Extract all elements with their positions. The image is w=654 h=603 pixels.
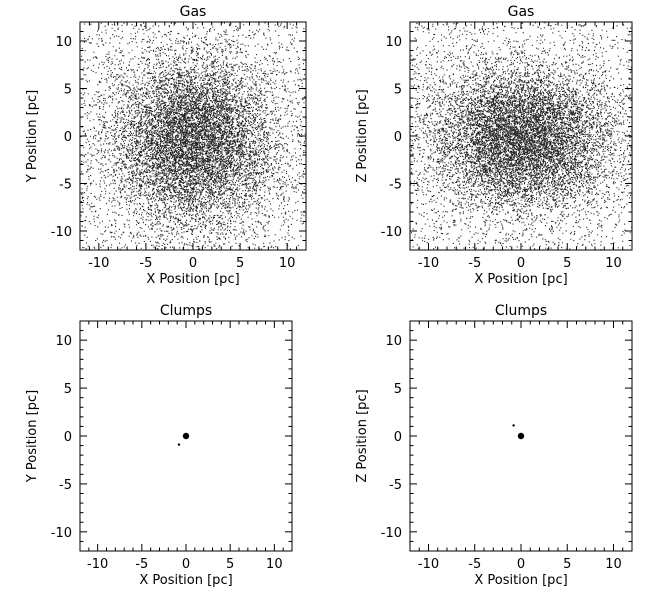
clump-point: [182, 432, 190, 440]
plot-area: [177, 432, 190, 446]
panel-title: Clumps: [160, 303, 212, 319]
y-axis-label: Z Position [pc]: [355, 89, 370, 182]
x-tick-label: -5: [468, 256, 481, 271]
x-axis-label: X Position [pc]: [139, 573, 232, 588]
y-axis-label: Y Position [pc]: [25, 90, 40, 183]
plot-area: [410, 22, 632, 250]
y-tick-label: 0: [64, 130, 72, 145]
y-tick-label: 0: [64, 430, 72, 445]
x-tick-label: 10: [605, 256, 622, 271]
x-tick-label: -5: [135, 557, 148, 572]
x-tick-label: 0: [517, 256, 525, 271]
clump-point: [512, 424, 515, 427]
x-tick-label: -5: [468, 557, 481, 572]
y-tick-label: 0: [394, 430, 402, 445]
x-tick-label: -10: [418, 557, 439, 572]
clump-point: [517, 432, 525, 440]
y-tick-label: -5: [389, 478, 402, 493]
gas-particles: [80, 22, 306, 250]
x-axis-label: X Position [pc]: [146, 272, 239, 287]
y-tick-label: -5: [59, 178, 72, 193]
y-tick-label: 5: [394, 382, 402, 397]
y-tick-label: 10: [55, 334, 72, 349]
y-tick-label: -10: [51, 225, 72, 240]
y-tick-label: 5: [394, 83, 402, 98]
gas-particles: [410, 22, 632, 250]
plot-area: [80, 22, 306, 250]
panel-title: Gas: [508, 4, 535, 20]
x-tick-label: 0: [189, 256, 197, 271]
clump-point: [177, 443, 181, 446]
x-tick-label: 5: [236, 256, 244, 271]
panel-4: -10 -5 0 5 10 -10 -5 0 5 10 Clumps X Position [pc] Z…: [355, 303, 633, 588]
x-tick-label: 5: [563, 557, 571, 572]
x-tick-label: 10: [279, 256, 296, 271]
plot-area: [512, 424, 525, 440]
y-tick-label: 5: [64, 83, 72, 98]
x-tick-label: -5: [139, 256, 152, 271]
y-axis-label: Y Position [pc]: [25, 390, 40, 483]
y-tick-label: -10: [51, 526, 72, 541]
panel-title: Clumps: [495, 303, 547, 319]
x-tick-label: 0: [517, 557, 525, 572]
panel-3: -10 -5 0 5 10 -10 -5 0 5 10 Clumps X Position [pc] Y…: [25, 303, 293, 588]
y-tick-label: 10: [55, 35, 72, 50]
x-tick-label: -10: [418, 256, 439, 271]
x-tick-label: 10: [266, 557, 283, 572]
x-tick-label: 5: [226, 557, 234, 572]
panel-2: -10 -5 0 5 10 -10 -5 0 5 10 Gas X Position [pc] Z Po…: [355, 4, 633, 287]
y-tick-label: 10: [385, 35, 402, 50]
x-tick-label: 10: [605, 557, 622, 572]
x-axis-label: X Position [pc]: [474, 272, 567, 287]
y-tick-label: -5: [59, 478, 72, 493]
y-tick-label: -10: [381, 526, 402, 541]
x-tick-label: -10: [88, 256, 109, 271]
y-tick-label: 10: [385, 334, 402, 349]
x-tick-label: 0: [182, 557, 190, 572]
x-tick-label: -10: [87, 557, 108, 572]
y-axis-label: Z Position [pc]: [355, 389, 370, 482]
y-tick-label: -10: [381, 225, 402, 240]
x-tick-label: 5: [563, 256, 571, 271]
panel-1: -10 -5 0 5 10 -10 -5 0 5 10 Gas X Position [pc] Y Po…: [25, 4, 307, 287]
y-tick-label: 0: [394, 130, 402, 145]
y-tick-label: 5: [64, 382, 72, 397]
y-tick-label: -5: [389, 178, 402, 193]
panel-title: Gas: [180, 4, 207, 20]
x-axis-label: X Position [pc]: [474, 573, 567, 588]
